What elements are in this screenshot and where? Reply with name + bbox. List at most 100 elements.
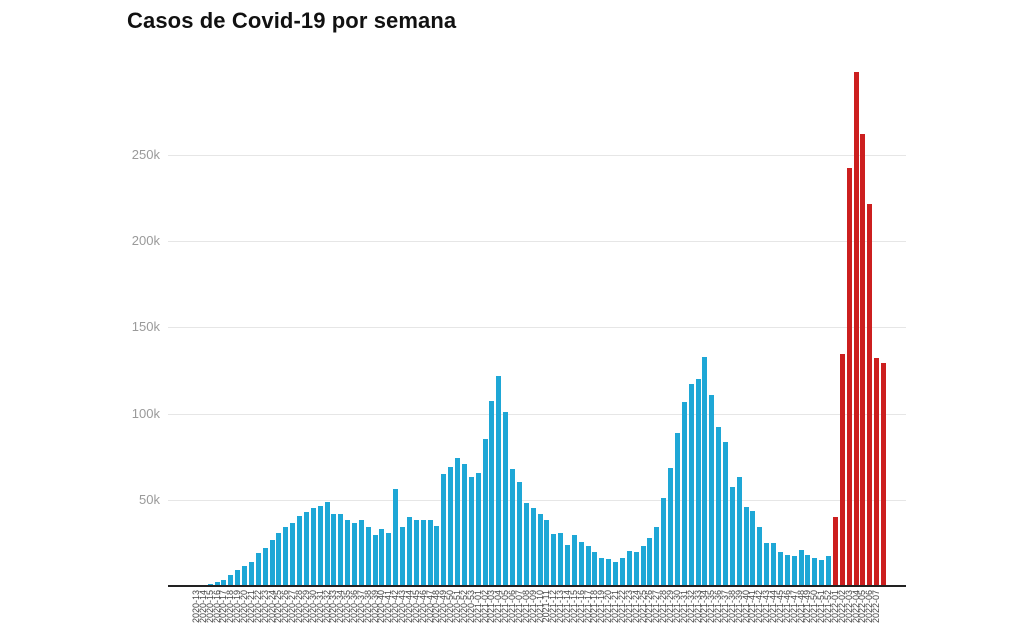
bar-2020-44 xyxy=(406,517,412,586)
bar-2020-31 xyxy=(317,505,323,586)
bar-2021-16 xyxy=(578,542,584,586)
bar-2020-20 xyxy=(242,566,248,586)
bar-2021-29 xyxy=(668,467,674,586)
bar-2020-45 xyxy=(413,520,419,586)
bar-2020-28 xyxy=(297,516,303,586)
bar-2021-46 xyxy=(784,554,790,586)
bar-2021-49 xyxy=(805,554,811,586)
bar-2021-40 xyxy=(743,506,749,586)
bar-2020-40 xyxy=(379,529,385,586)
bar-2020-35 xyxy=(345,519,351,586)
bar-2021-15 xyxy=(571,535,577,586)
bar-2020-49 xyxy=(441,473,447,586)
x-axis-tick-label: 2022-07 xyxy=(871,590,882,624)
bar-2021-52 xyxy=(826,555,832,586)
bar-2020-19 xyxy=(235,570,241,586)
bar-2021-23 xyxy=(626,550,632,586)
bar-2020-36 xyxy=(352,523,357,586)
bar-2020-17 xyxy=(221,579,227,586)
bar-2021-44 xyxy=(771,542,777,586)
bar-2021-25 xyxy=(640,546,646,586)
bar-2020-38 xyxy=(365,527,371,586)
bar-2022-05 xyxy=(860,134,866,586)
bar-2021-30 xyxy=(674,432,680,586)
x-axis-line xyxy=(168,585,906,587)
bar-2021-42 xyxy=(757,527,763,586)
bar-2020-16 xyxy=(214,581,220,586)
bar-2021-51 xyxy=(819,560,825,586)
bar-2021-43 xyxy=(764,542,770,586)
bar-2020-39 xyxy=(372,535,378,586)
bar-2021-10 xyxy=(537,514,543,586)
bar-2021-18 xyxy=(592,552,598,586)
bar-2020-34 xyxy=(338,513,344,586)
bar-2021-35 xyxy=(709,395,715,586)
bar-2020-32 xyxy=(324,502,330,586)
bar-2021-11 xyxy=(544,520,550,586)
bar-2020-27 xyxy=(290,523,296,586)
bar-2022-06 xyxy=(867,204,873,586)
bar-2021-47 xyxy=(791,555,797,586)
bar-2021-21 xyxy=(613,561,619,586)
gridline xyxy=(168,499,906,501)
bar-2020-48 xyxy=(434,525,440,586)
bar-2021-02 xyxy=(482,438,488,586)
bar-2021-28 xyxy=(661,498,667,586)
bar-2020-42 xyxy=(393,489,399,586)
bar-2020-37 xyxy=(358,519,364,586)
bar-2021-31 xyxy=(681,401,687,586)
bar-2020-53 xyxy=(468,477,474,586)
bar-2021-06 xyxy=(510,468,516,586)
bar-2021-08 xyxy=(523,503,529,586)
y-axis-tick-label: 100k xyxy=(131,405,160,421)
bar-2021-32 xyxy=(688,384,694,586)
bar-2021-03 xyxy=(489,400,495,586)
bar-2021-20 xyxy=(606,559,612,586)
bar-2020-25 xyxy=(276,533,282,586)
bar-2020-29 xyxy=(303,511,309,586)
bar-2020-23 xyxy=(262,548,268,586)
bar-2021-01 xyxy=(475,473,481,586)
y-axis-tick-label: 150k xyxy=(131,319,160,335)
bar-2020-30 xyxy=(310,508,316,586)
bar-2021-13 xyxy=(558,532,564,586)
bar-2020-18 xyxy=(228,574,234,586)
gridline xyxy=(168,327,906,329)
y-axis-tick-label: 250k xyxy=(131,147,160,162)
bar-2020-26 xyxy=(283,527,289,586)
y-axis-tick-label: 50k xyxy=(139,491,160,507)
bar-2020-21 xyxy=(248,561,254,586)
bar-2022-04 xyxy=(853,72,859,586)
bar-2021-45 xyxy=(777,552,783,586)
bar-2020-43 xyxy=(400,527,406,586)
y-axis-tick-label: 200k xyxy=(131,233,160,249)
bar-2021-14 xyxy=(564,544,570,586)
bar-2021-37 xyxy=(722,442,728,586)
bar-2021-36 xyxy=(716,426,722,586)
bar-2022-01 xyxy=(832,517,838,586)
bar-2020-50 xyxy=(448,467,454,586)
bar-2021-48 xyxy=(798,549,804,586)
bar-2020-22 xyxy=(255,553,261,586)
gridline xyxy=(168,155,906,156)
bar-2021-33 xyxy=(695,379,701,586)
bar-2020-52 xyxy=(461,463,467,586)
bar-2021-19 xyxy=(599,557,605,586)
bar-undefined xyxy=(881,362,886,586)
bar-2021-38 xyxy=(729,486,735,586)
bar-2021-24 xyxy=(633,551,639,586)
bar-2021-41 xyxy=(750,511,756,586)
bar-2022-03 xyxy=(846,167,852,586)
bar-2021-04 xyxy=(496,375,502,586)
bar-2021-05 xyxy=(503,411,509,586)
bar-2021-17 xyxy=(585,546,591,586)
bar-2021-26 xyxy=(647,537,653,586)
gridline xyxy=(168,413,906,415)
bar-2022-02 xyxy=(839,354,845,586)
bar-2021-12 xyxy=(551,534,557,586)
bar-2021-34 xyxy=(702,356,708,586)
bar-2021-50 xyxy=(812,558,818,586)
bar-2020-24 xyxy=(269,540,275,586)
bar-2021-22 xyxy=(619,557,625,586)
